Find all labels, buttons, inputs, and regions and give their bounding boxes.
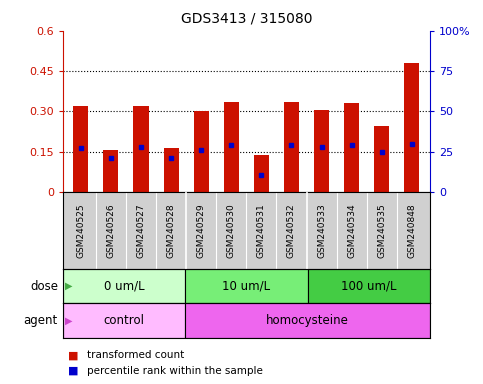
Bar	[254, 155, 269, 192]
Bar	[185, 269, 308, 303]
Bar	[133, 106, 149, 192]
Bar	[374, 126, 389, 192]
Text: GSM240534: GSM240534	[347, 204, 356, 258]
Bar	[63, 303, 185, 338]
Text: ▶: ▶	[65, 316, 73, 326]
Bar	[314, 110, 329, 192]
Text: 0 um/L: 0 um/L	[104, 280, 144, 293]
Text: GSM240528: GSM240528	[167, 204, 176, 258]
Text: GSM240527: GSM240527	[137, 204, 145, 258]
Text: control: control	[103, 314, 144, 327]
Text: agent: agent	[24, 314, 58, 327]
Text: homocysteine: homocysteine	[266, 314, 349, 327]
Bar	[194, 111, 209, 192]
Bar	[224, 102, 239, 192]
Bar	[103, 150, 118, 192]
Text: GSM240848: GSM240848	[407, 204, 416, 258]
Text: GSM240532: GSM240532	[287, 204, 296, 258]
Text: ■: ■	[68, 350, 78, 360]
Text: ▶: ▶	[65, 281, 73, 291]
Text: 100 um/L: 100 um/L	[341, 280, 397, 293]
Text: 10 um/L: 10 um/L	[222, 280, 270, 293]
Bar	[344, 103, 359, 192]
Bar	[308, 269, 430, 303]
Bar	[63, 269, 185, 303]
Text: GSM240533: GSM240533	[317, 204, 326, 258]
Text: GSM240535: GSM240535	[377, 204, 386, 258]
Text: transformed count: transformed count	[87, 350, 184, 360]
Text: dose: dose	[30, 280, 58, 293]
Text: GSM240529: GSM240529	[197, 204, 206, 258]
Text: GDS3413 / 315080: GDS3413 / 315080	[181, 12, 312, 25]
Bar	[284, 102, 299, 192]
Bar	[164, 149, 179, 192]
Text: GSM240531: GSM240531	[257, 204, 266, 258]
Text: GSM240526: GSM240526	[106, 204, 115, 258]
Text: GSM240530: GSM240530	[227, 204, 236, 258]
Bar	[404, 63, 419, 192]
Bar	[185, 303, 430, 338]
Text: GSM240525: GSM240525	[76, 204, 85, 258]
Bar	[73, 106, 88, 192]
Text: ■: ■	[68, 366, 78, 376]
Text: percentile rank within the sample: percentile rank within the sample	[87, 366, 263, 376]
